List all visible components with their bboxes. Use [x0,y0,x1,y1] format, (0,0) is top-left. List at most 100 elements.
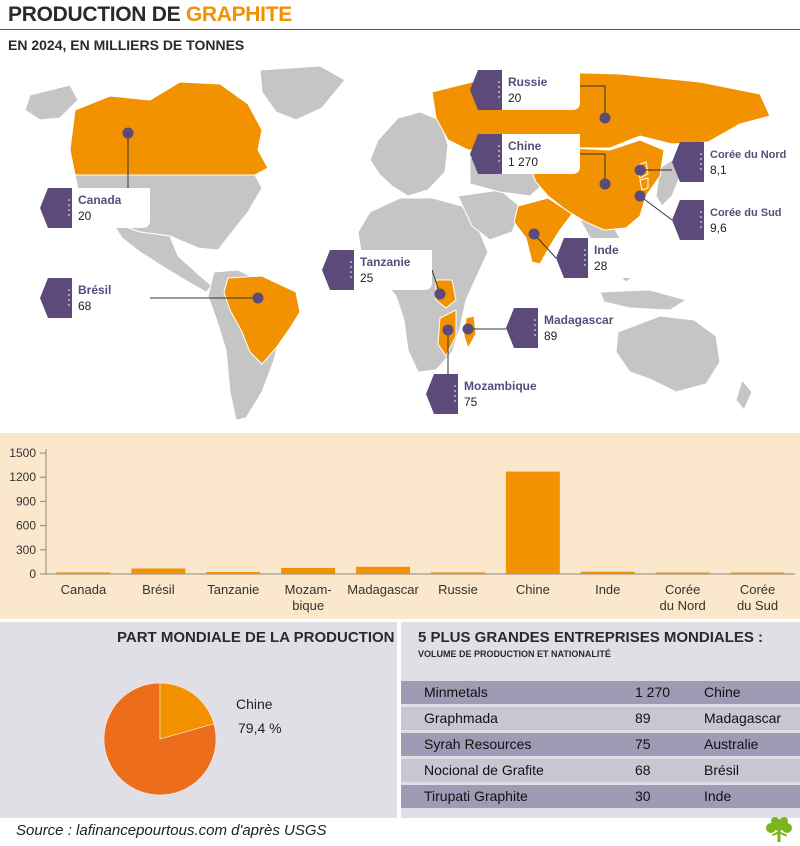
bar-chart: 0 300 600 900 1200 1500 Canada Brésil Tanzanie Mo… [9,446,795,613]
enterprises-table: Minmetals 1 270 Chine Graphmada 89 Madag… [401,681,800,811]
land-japan [655,159,681,207]
tab-dot [454,400,456,402]
tab-dot [534,319,536,321]
tab-dot [68,214,70,216]
enterprise-volume: 75 [635,736,651,752]
y-tick-label: 900 [16,494,36,508]
x-tick-label: Corée [665,582,700,597]
callout-tab [506,308,538,348]
tab-dot [350,276,352,278]
land-south-korea [639,177,649,191]
title-part-2: GRAPHITE [185,3,292,26]
page-subtitle: EN 2024, EN MILLIERS DE TONNES [8,37,245,53]
callout-country: Brésil [78,283,111,297]
enterprise-name: Graphmada [424,710,498,726]
tab-dot [584,249,586,251]
pie-value: 79,4 % [238,720,282,736]
callout-3: Corée du Sud 9,6 [634,190,782,240]
callout-tab [40,188,72,228]
land-alaska [24,84,79,121]
callout-country: Inde [594,243,619,257]
location-dot [634,190,646,202]
tab-dot [350,266,352,268]
location-dot [599,112,611,124]
pie-chart [103,682,217,796]
land-indonesia [599,289,688,311]
x-tick-label: Canada [61,582,107,597]
callout-country: Russie [508,75,548,89]
tab-dot [454,390,456,392]
callout-9: Mozambique 75 [426,324,537,414]
enterprise-volume: 68 [635,762,651,778]
callout-2: Corée du Nord 8,1 [634,142,786,182]
callout-0: Russie 20 [470,70,611,124]
tab-dot [534,324,536,326]
y-tick-label: 300 [16,543,36,557]
callout-value: 75 [464,395,478,409]
bar [430,572,485,574]
land-new-zealand [735,378,753,411]
table-row: Minmetals 1 270 Chine [401,681,800,704]
enterprises-subtitle: VOLUME DE PRODUCTION ET NATIONALITÉ [418,649,611,659]
bar [505,471,560,574]
y-tick-label: 1200 [9,470,36,484]
y-tick-label: 600 [16,519,36,533]
callout-card [536,308,610,348]
callout-tab [40,278,72,318]
callout-card [70,188,150,228]
enterprises-title: 5 PLUS GRANDES ENTREPRISES MONDIALES : [418,629,764,646]
tab-dot [700,153,702,155]
tab-dot [68,289,70,291]
callout-1: Chine 1 270 [470,134,611,190]
source-credit: Source : lafinancepourtous.com d'après U… [16,822,327,839]
x-tick-label: du Nord [660,598,706,613]
callout-card [702,200,780,240]
title-part-1: PRODUCTION DE [8,3,186,26]
bar [655,572,710,574]
callout-value: 8,1 [710,163,727,177]
enterprise-country: Brésil [704,762,740,778]
callout-card [456,374,534,414]
callout-country: Corée du Nord [710,149,786,161]
callout-country: Madagascar [544,313,614,327]
callout-value: 1 270 [508,155,538,169]
callout-tab [470,134,502,174]
enterprise-name: Syrah Resources [424,736,532,752]
bar [356,566,411,574]
table-row: Nocional de Grafite 68 Brésil [401,759,800,782]
tab-dot [700,216,702,218]
callout-card [500,134,580,174]
callout-tab [672,142,704,182]
tab-dot [534,329,536,331]
tab-dot [350,261,352,263]
callout-tab [470,70,502,110]
x-tick-label: Brésil [142,582,175,597]
location-dot [528,228,540,240]
bar [580,571,635,574]
callout-tab [426,374,458,414]
title-divider [0,29,800,30]
callout-value: 89 [544,329,558,343]
tab-dot [700,168,702,170]
tab-dot [68,204,70,206]
callout-country: Tanzanie [360,255,411,269]
land-canada [69,81,269,176]
callout-card [70,278,150,318]
callout-value: 25 [360,271,374,285]
location-dot [634,164,646,176]
tab-dot [498,155,500,157]
bar [730,572,785,574]
enterprise-name: Minmetals [424,684,488,700]
callout-value: 20 [508,91,522,105]
location-dot [122,127,134,139]
enterprise-volume: 1 270 [635,684,671,700]
callout-tab [322,250,354,290]
tab-dot [498,160,500,162]
callout-value: 20 [78,209,92,223]
tab-dot [454,385,456,387]
tab-dot [68,199,70,201]
tab-dot [454,395,456,397]
land-india [513,197,573,265]
tab-dot [498,86,500,88]
y-tick-label: 1500 [9,446,36,460]
